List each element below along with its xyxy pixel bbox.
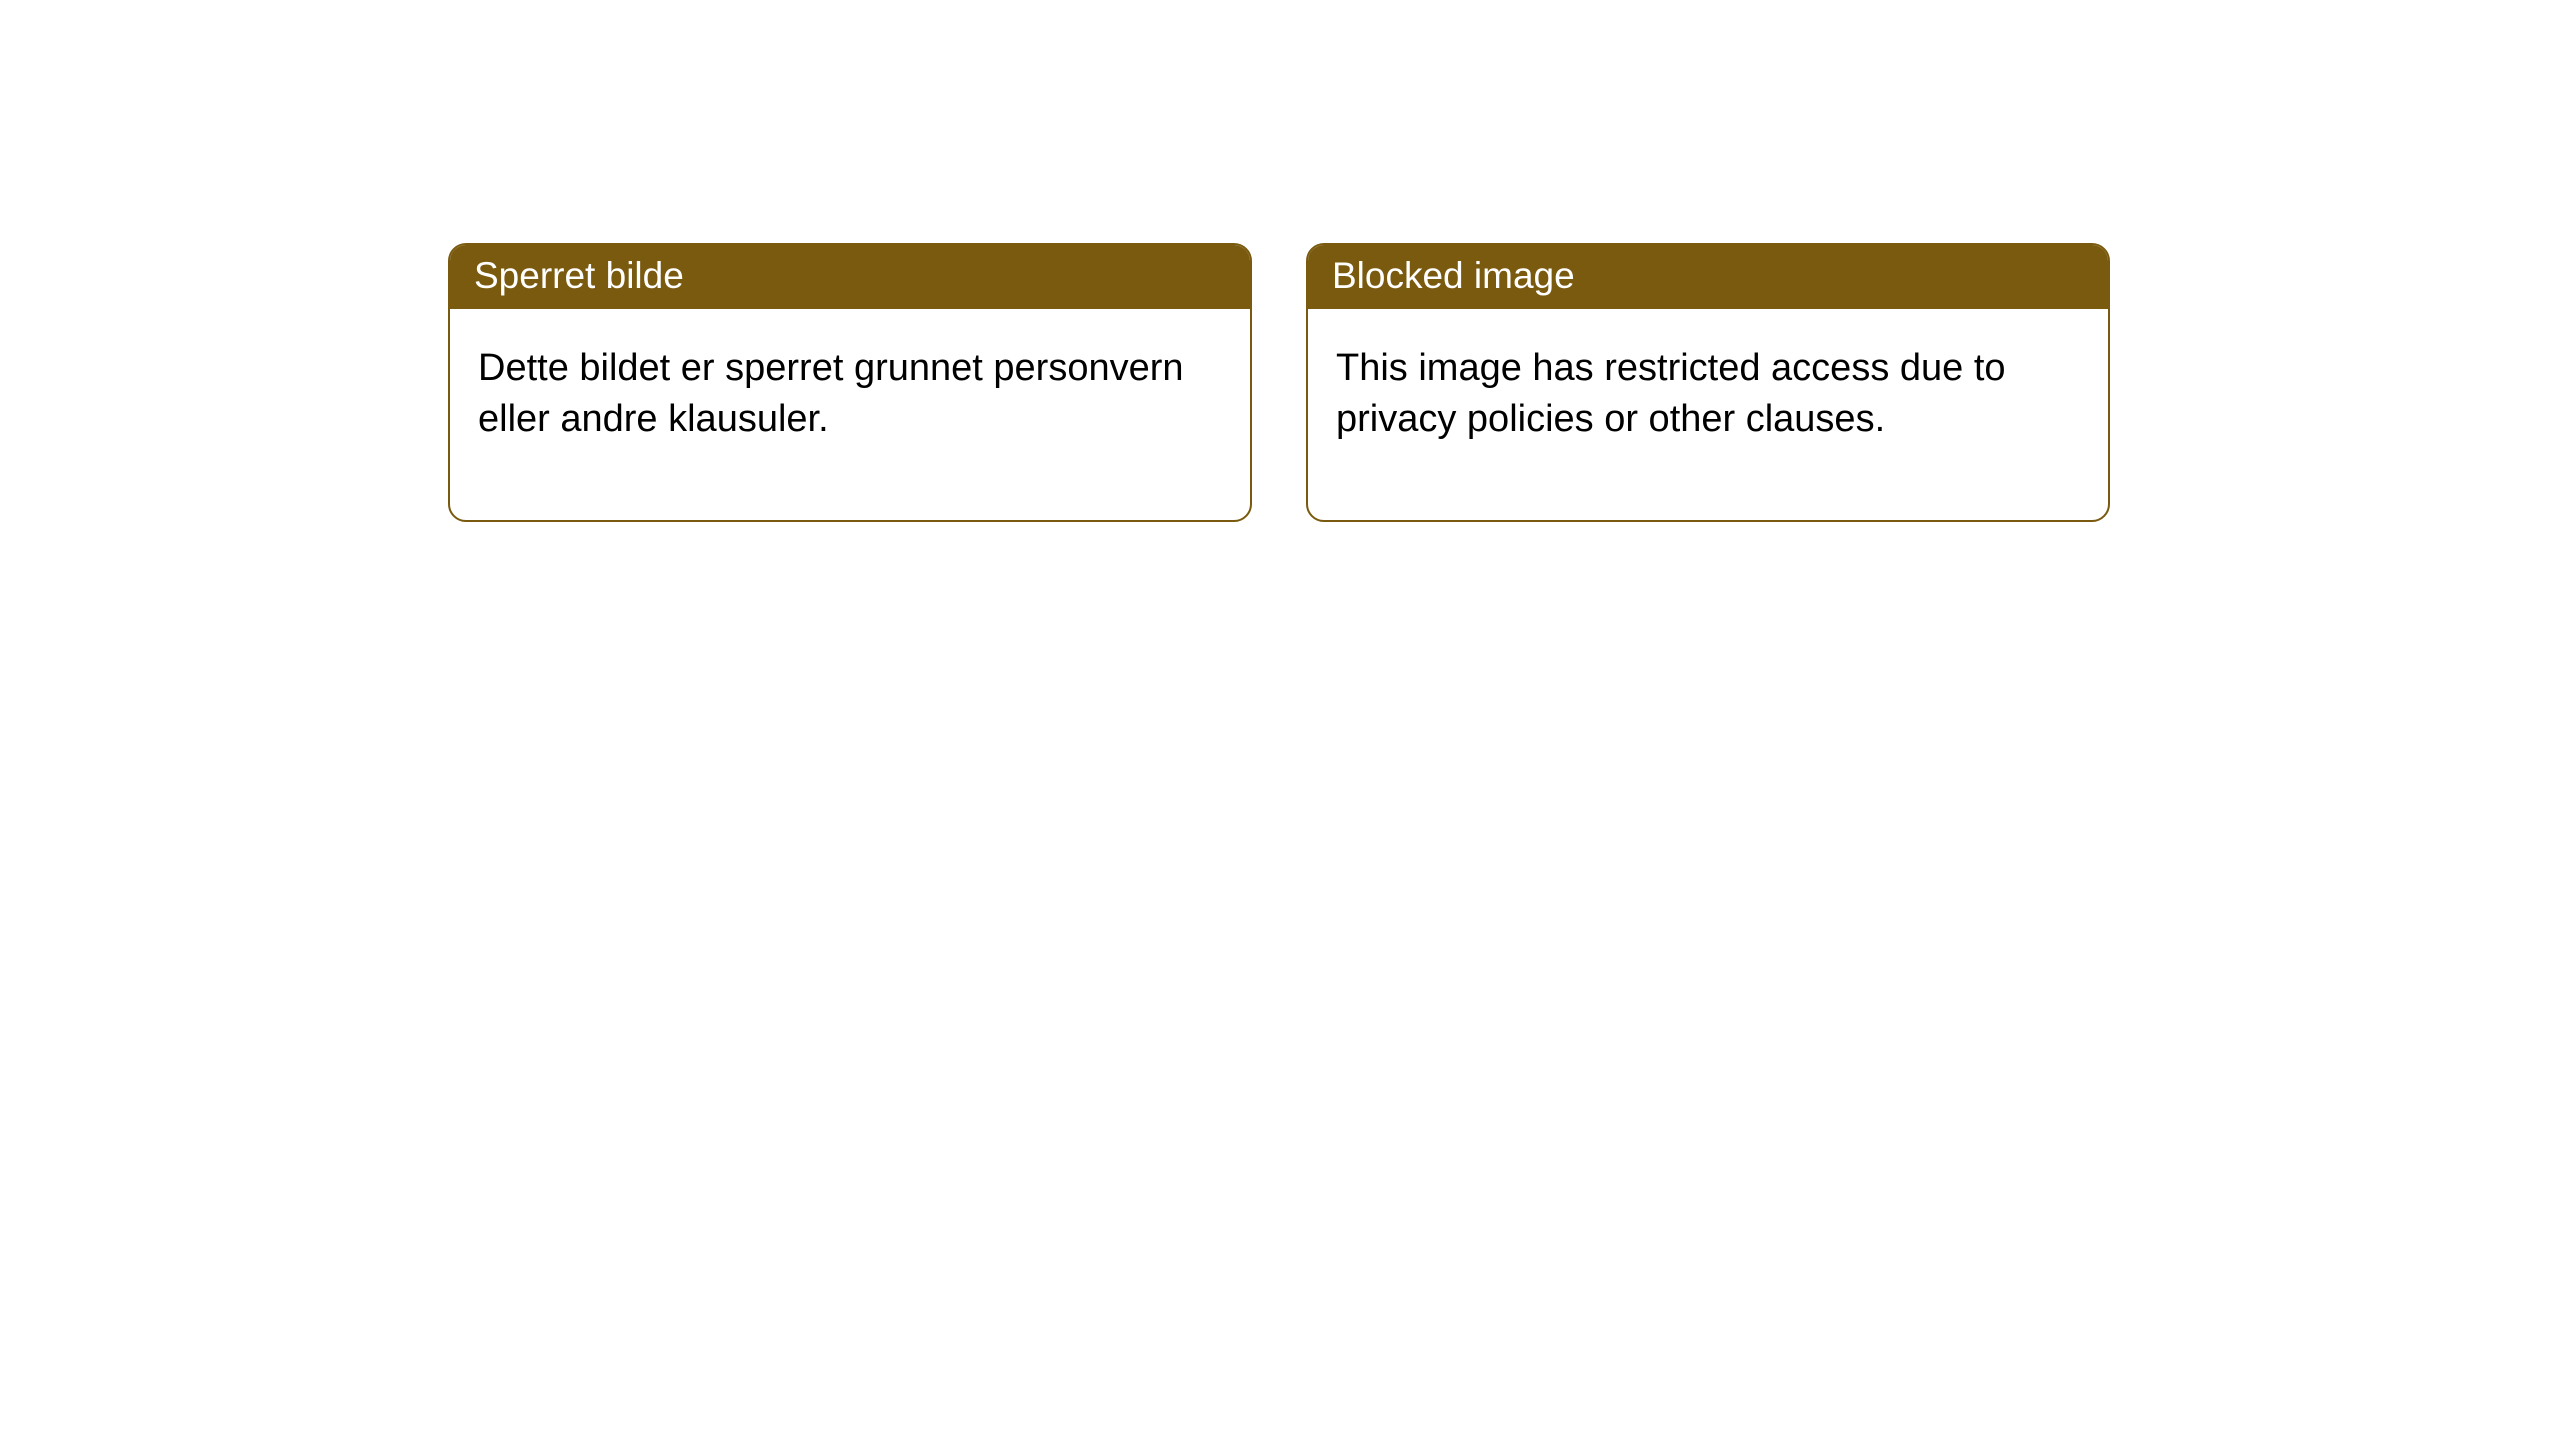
blocked-image-card-en: Blocked image This image has restricted …: [1306, 243, 2110, 522]
card-body-en: This image has restricted access due to …: [1308, 309, 2108, 520]
notice-container: Sperret bilde Dette bildet er sperret gr…: [0, 0, 2560, 522]
card-header-no: Sperret bilde: [450, 245, 1250, 309]
card-header-en: Blocked image: [1308, 245, 2108, 309]
blocked-image-card-no: Sperret bilde Dette bildet er sperret gr…: [448, 243, 1252, 522]
card-body-no: Dette bildet er sperret grunnet personve…: [450, 309, 1250, 520]
